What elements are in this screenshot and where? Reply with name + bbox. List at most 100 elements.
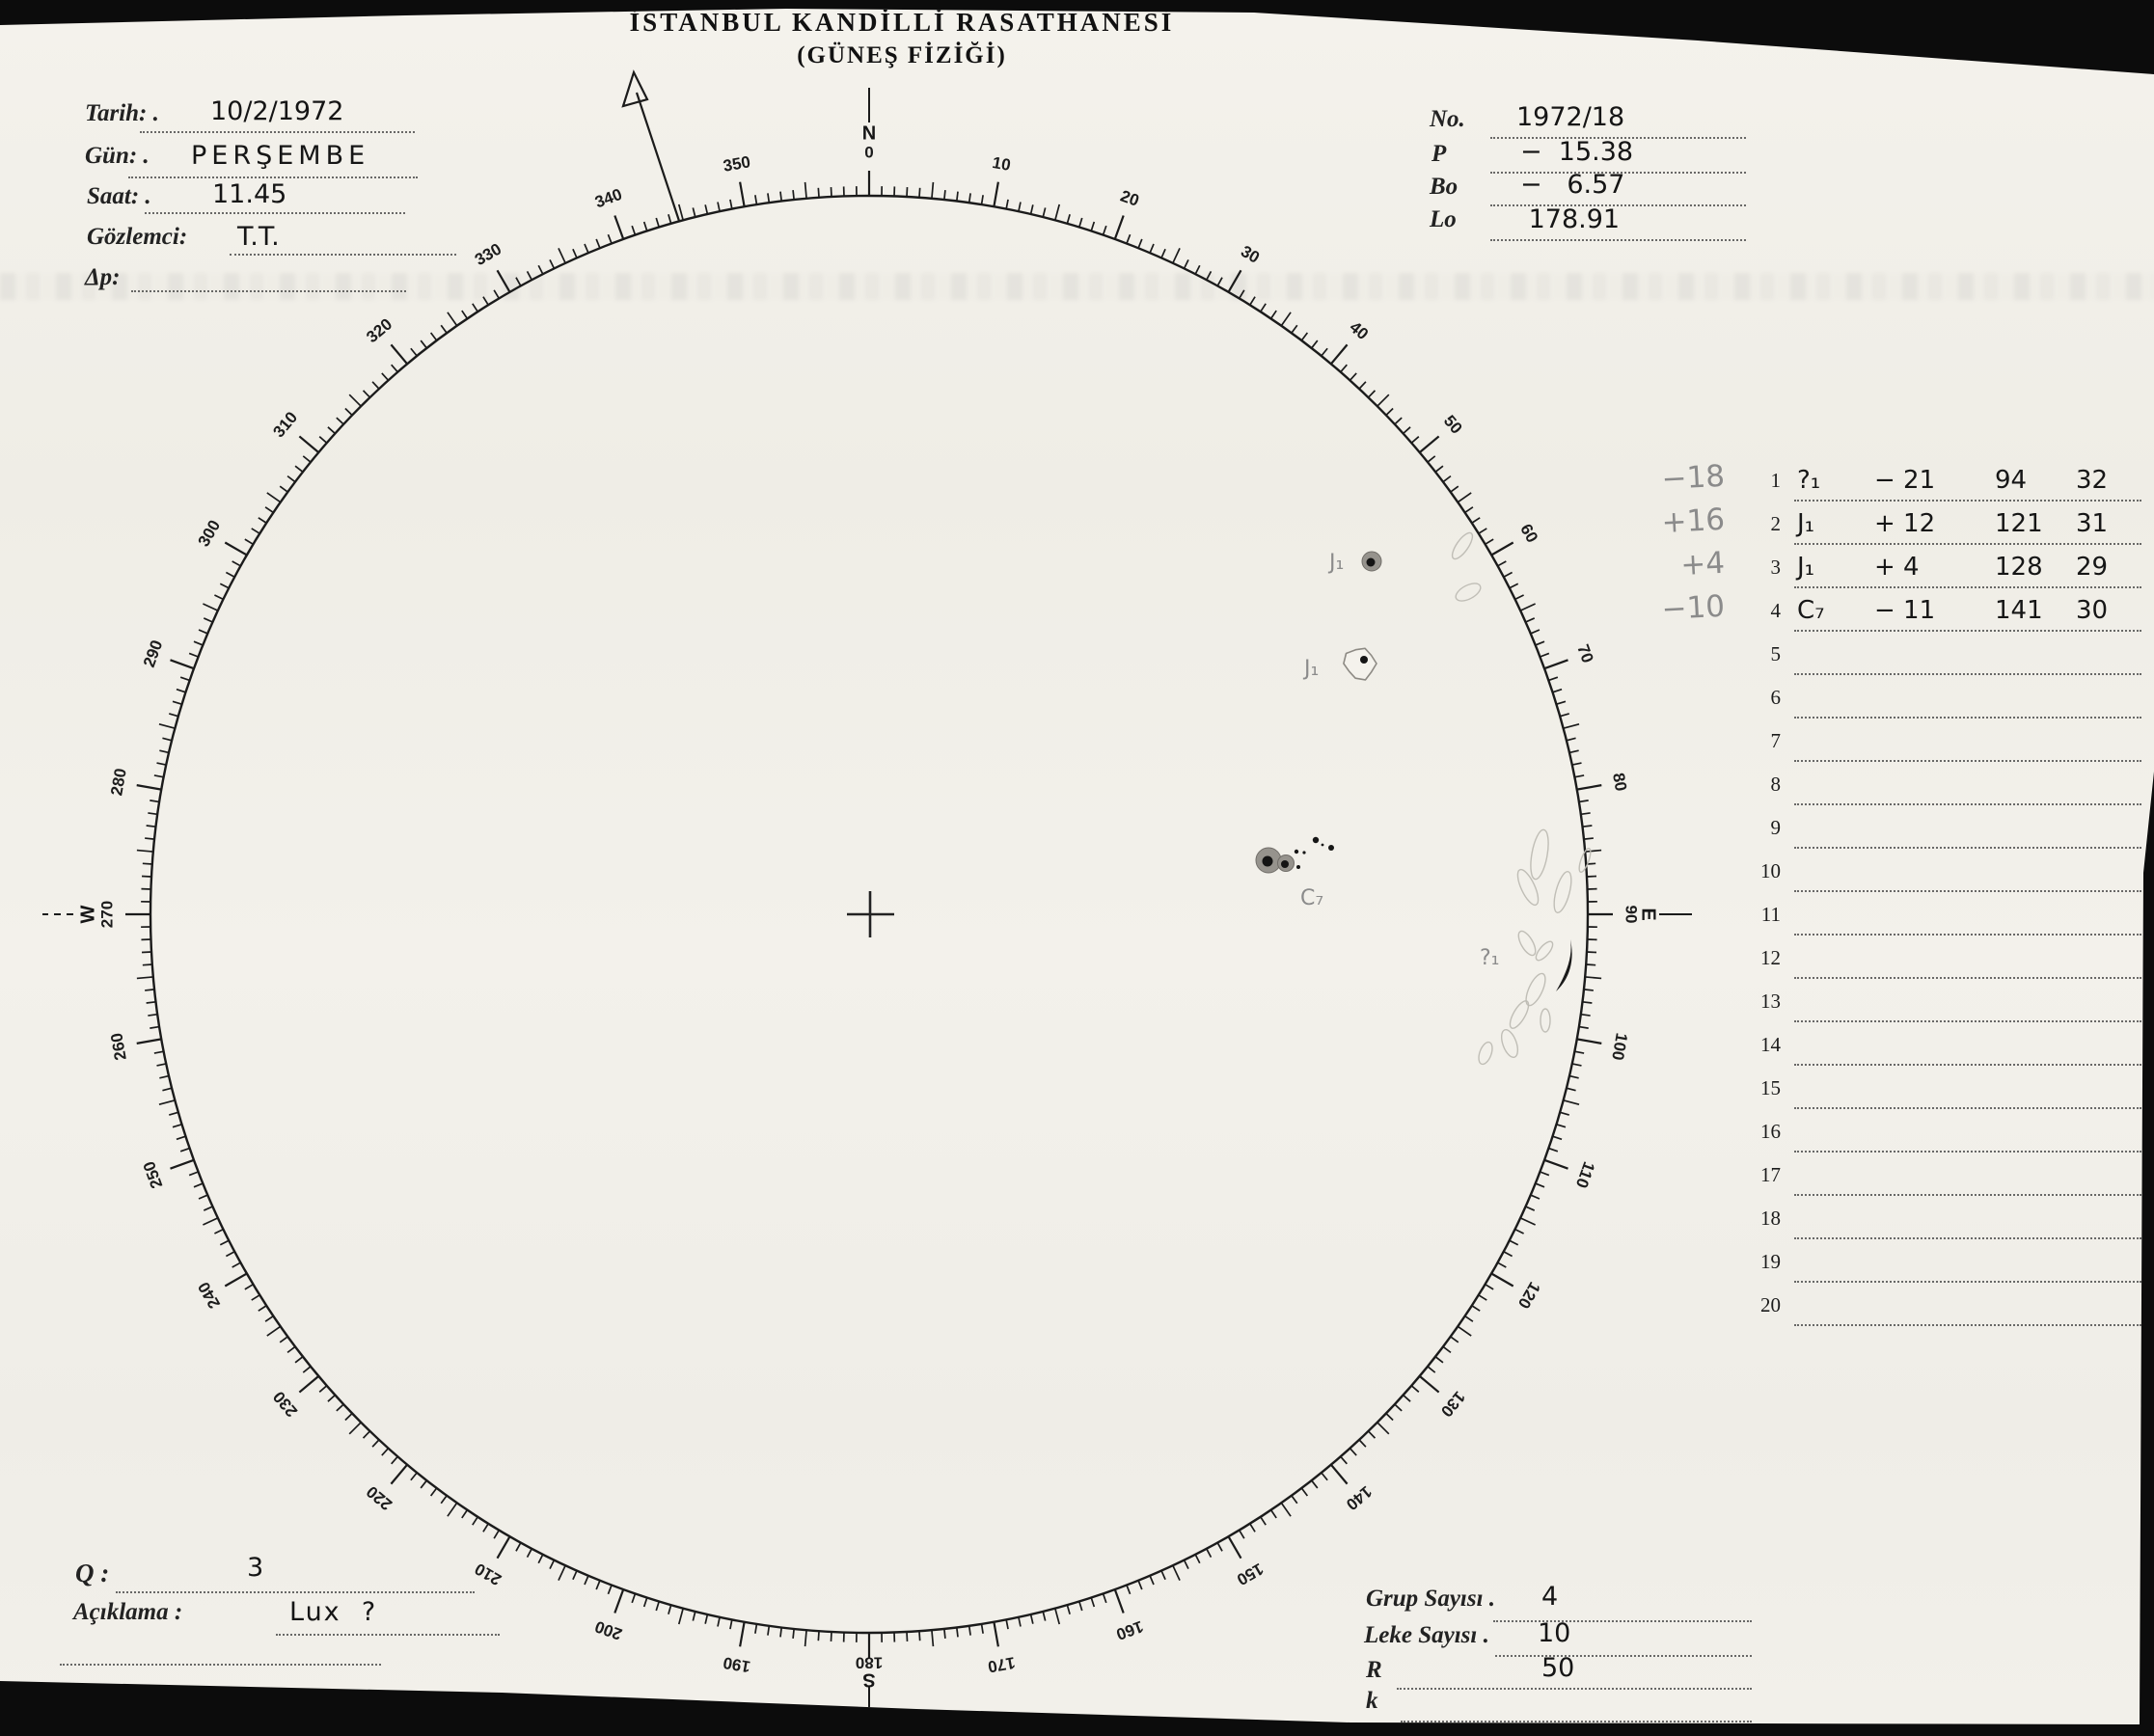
day-value: PERŞEMBE <box>191 141 370 171</box>
group-longitude: 128 <box>1995 553 2043 582</box>
degree-tick <box>1160 248 1166 258</box>
facula-outline <box>1451 531 1474 560</box>
degree-tick <box>1090 221 1096 231</box>
degree-tick <box>1029 1614 1034 1624</box>
degree-tick <box>279 485 288 493</box>
degree-tick <box>1377 393 1390 407</box>
degree-tick <box>1149 1575 1155 1586</box>
row-number: 15 <box>1760 1076 1781 1099</box>
degree-label: 190 <box>722 1653 751 1676</box>
degree-tick <box>767 193 771 203</box>
degree-tick <box>148 1013 158 1017</box>
degree-tick <box>1497 560 1507 567</box>
r-label: R <box>1366 1657 1382 1683</box>
degree-tick <box>717 1616 721 1627</box>
degree-tick <box>1269 1509 1277 1519</box>
degree-tick <box>1090 1597 1096 1608</box>
table-row: 10 <box>1640 855 2154 899</box>
degree-tick <box>704 1614 709 1624</box>
degree-tick <box>447 1502 458 1517</box>
no-label: No. <box>1430 106 1465 132</box>
facula-outline <box>1540 1008 1551 1033</box>
row-number: 13 <box>1760 990 1781 1013</box>
degree-tick <box>1216 1542 1223 1552</box>
degree-tick <box>1410 436 1420 444</box>
degree-label: 120 <box>1514 1279 1544 1312</box>
degree-tick <box>1280 1502 1292 1517</box>
compass-south-label: S <box>862 1669 875 1691</box>
degree-tick <box>1358 381 1367 390</box>
degree-tick <box>526 270 532 281</box>
spot-count-label: Leke Sayısı . <box>1364 1622 1489 1648</box>
degree-tick <box>1514 594 1524 601</box>
degree-tick <box>170 1158 195 1170</box>
degree-tick <box>754 195 758 205</box>
degree-label: 320 <box>363 314 395 346</box>
group-count-label: Grup Sayısı . <box>1366 1586 1496 1612</box>
degree-tick <box>170 659 195 670</box>
degree-tick <box>1418 435 1440 453</box>
north-arrow-head <box>621 69 649 108</box>
dotted-line <box>276 1634 500 1636</box>
degree-label: 310 <box>269 408 301 441</box>
degree-tick <box>198 629 208 635</box>
degree-tick <box>515 1542 522 1552</box>
degree-tick <box>1280 312 1292 327</box>
degree-tick <box>1053 1608 1061 1625</box>
degree-tick <box>655 1601 660 1612</box>
degree-tick <box>584 243 589 254</box>
group-longitude: 121 <box>1995 509 2043 538</box>
degree-label: 0 <box>864 143 873 161</box>
facula-outline <box>1516 868 1540 907</box>
degree-tick <box>993 1621 999 1647</box>
degree-tick <box>172 1124 182 1128</box>
degree-label: 150 <box>1234 1560 1267 1589</box>
dotted-line <box>1794 543 2141 545</box>
degree-tick <box>1571 762 1582 766</box>
degree-tick <box>1418 1375 1440 1394</box>
degree-tick <box>294 465 304 474</box>
degree-tick <box>1367 390 1377 398</box>
degree-tick <box>792 190 795 201</box>
sunspot-pore <box>1321 843 1324 847</box>
degree-tick <box>188 652 199 658</box>
group-name: C₇ <box>1797 596 1825 625</box>
degree-tick <box>1340 1455 1348 1465</box>
dotted-line <box>1794 1064 2141 1066</box>
facula-outline <box>1578 848 1592 873</box>
dotted-line <box>1794 934 2141 936</box>
degree-tick <box>1582 825 1593 828</box>
table-row: 11 <box>1640 899 2154 942</box>
degree-tick <box>440 1495 448 1505</box>
degree-tick <box>286 475 296 483</box>
degree-tick <box>1578 1025 1589 1029</box>
degree-tick <box>391 364 398 373</box>
degree-tick <box>1349 1448 1357 1456</box>
degree-tick <box>298 435 320 453</box>
degree-tick <box>1576 784 1602 791</box>
degree-tick <box>1330 343 1349 366</box>
degree-tick <box>906 1631 909 1642</box>
degree-tick <box>381 372 390 381</box>
degree-tick <box>1548 1147 1559 1153</box>
degree-tick <box>1206 270 1213 281</box>
degree-tick <box>225 1251 235 1258</box>
facula-outline <box>1535 940 1554 962</box>
degree-tick <box>817 1631 820 1641</box>
time-label: Saat: . <box>87 183 151 209</box>
degree-tick <box>420 1479 428 1489</box>
row-number: 9 <box>1770 816 1782 839</box>
degree-label: 140 <box>1343 1482 1376 1514</box>
degree-tick <box>162 1087 173 1092</box>
degree-tick <box>692 1611 696 1621</box>
degree-tick <box>677 203 685 221</box>
degree-tick <box>156 1063 167 1067</box>
row-number: 5 <box>1770 642 1782 665</box>
dotted-line <box>230 254 456 256</box>
degree-tick <box>1563 1099 1580 1106</box>
table-row: 14 <box>1640 1029 2154 1072</box>
degree-tick <box>318 436 328 444</box>
degree-tick <box>298 1375 320 1394</box>
degree-tick <box>558 248 566 264</box>
degree-label: 50 <box>1440 412 1466 438</box>
